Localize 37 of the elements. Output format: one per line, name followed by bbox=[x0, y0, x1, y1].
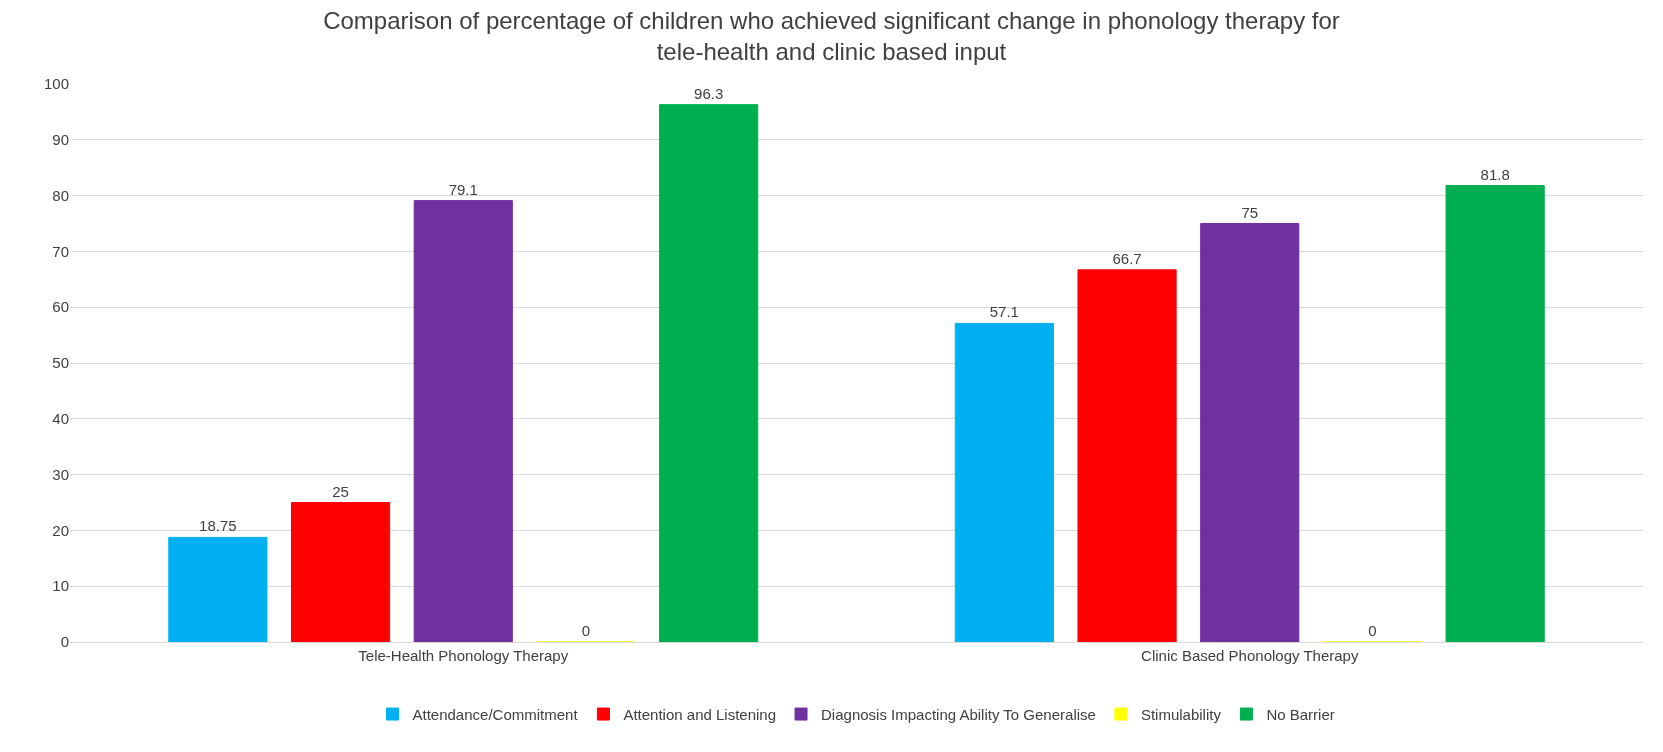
y-tick-label: 80 bbox=[52, 186, 69, 204]
y-tick-label: 10 bbox=[52, 577, 69, 595]
y-tick-label: 40 bbox=[52, 410, 69, 428]
bar bbox=[168, 536, 268, 642]
chart-title: Comparison of percentage of children who achieved significant change in phonology therapy for tele-health and clinic based input bbox=[323, 6, 1340, 65]
data-label: 18.75 bbox=[199, 517, 237, 535]
y-tick-label: 70 bbox=[52, 242, 69, 260]
data-label: 96.3 bbox=[694, 84, 724, 102]
legend-label: Stimulability bbox=[1140, 705, 1222, 723]
y-tick-label: 50 bbox=[52, 354, 69, 372]
y-tick-label: 90 bbox=[52, 131, 69, 149]
x-tick-label: Tele-Health Phonology Therapy bbox=[358, 647, 569, 664]
bar bbox=[954, 322, 1054, 642]
y-tick-label: 0 bbox=[60, 633, 69, 651]
legend-label: Attendance/Commitment bbox=[412, 705, 579, 723]
bar bbox=[413, 200, 513, 642]
data-label: 75 bbox=[1241, 203, 1259, 221]
bar bbox=[659, 104, 759, 642]
y-tick-label: 100 bbox=[43, 75, 69, 93]
data-label: 66.7 bbox=[1112, 249, 1142, 267]
data-label: 25 bbox=[332, 482, 349, 500]
legend-label: Attention and Listening bbox=[623, 705, 777, 723]
bar bbox=[1077, 269, 1177, 642]
bar bbox=[290, 502, 391, 642]
y-tick-label: 30 bbox=[52, 465, 69, 483]
data-label: 57.1 bbox=[989, 303, 1019, 321]
data-label: 81.8 bbox=[1480, 165, 1510, 183]
data-label: 0 bbox=[1368, 622, 1377, 639]
x-tick-label: Clinic Based Phonology Therapy bbox=[1141, 647, 1359, 664]
data-label: 0 bbox=[581, 622, 591, 639]
legend-label: No Barrier bbox=[1266, 705, 1335, 723]
bar bbox=[1200, 223, 1300, 642]
y-tick-label: 60 bbox=[52, 298, 69, 316]
data-label: 79.1 bbox=[448, 180, 478, 198]
y-tick-label: 20 bbox=[52, 521, 69, 539]
legend-label: Diagnosis Impacting Ability To Generalise bbox=[821, 705, 1096, 723]
bar bbox=[1445, 185, 1545, 642]
